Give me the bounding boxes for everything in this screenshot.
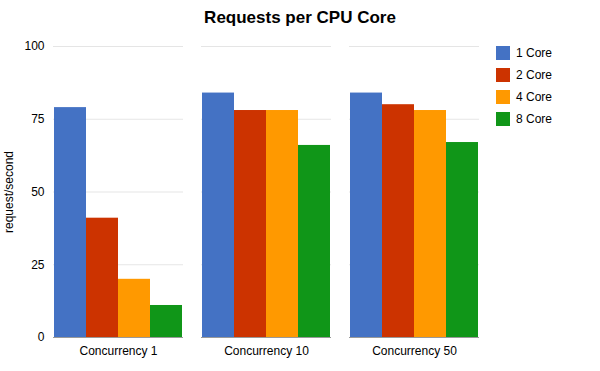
html-text:8 Core: 8 Core bbox=[516, 112, 552, 126]
svg-text:Concurrency 1: Concurrency 1 bbox=[79, 344, 157, 358]
html-text:1 Core: 1 Core bbox=[516, 46, 552, 60]
svg-text:Concurrency 50: Concurrency 50 bbox=[372, 344, 457, 358]
svg-text:100: 100 bbox=[24, 39, 44, 53]
svg-text:Concurrency 10: Concurrency 10 bbox=[224, 344, 309, 358]
svg-text:25: 25 bbox=[31, 258, 45, 272]
svg-text:request/second: request/second bbox=[2, 151, 16, 233]
svg-text:0: 0 bbox=[38, 330, 45, 344]
html-text:2 Core: 2 Core bbox=[516, 68, 552, 82]
svg-text:50: 50 bbox=[31, 185, 45, 199]
html-text:Requests per CPU Core: Requests per CPU Core bbox=[204, 8, 396, 27]
html-text:4 Core: 4 Core bbox=[516, 90, 552, 104]
svg-text:75: 75 bbox=[31, 112, 45, 126]
